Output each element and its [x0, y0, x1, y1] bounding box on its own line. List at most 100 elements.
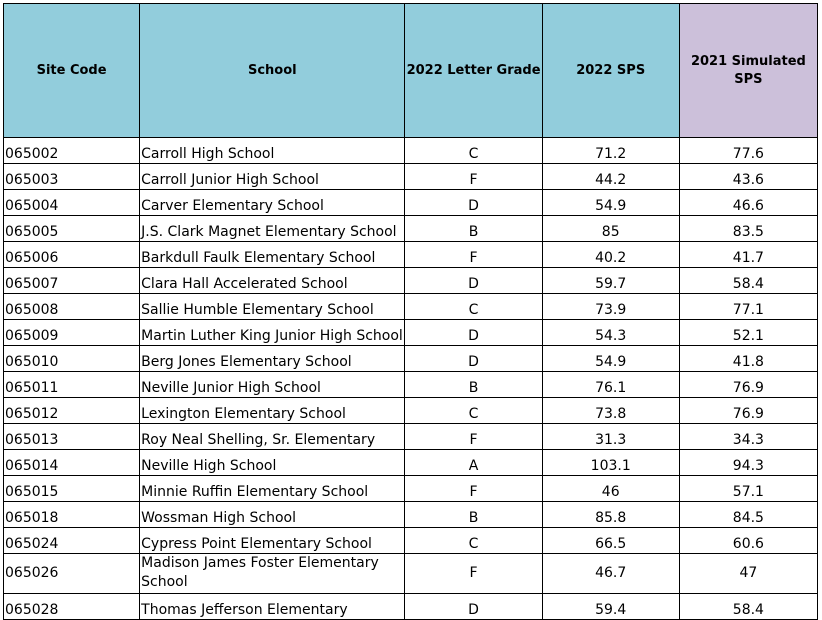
letter-grade-cell: F [404, 423, 543, 450]
letter-grade-cell: F [404, 553, 543, 594]
school-name-cell: Carroll Junior High School [139, 163, 406, 190]
table-row: 065005 J.S. Clark Magnet Elementary Schoo… [2, 215, 819, 242]
site-code-cell: 065007 [2, 267, 141, 294]
table-row: 065024 Cypress Point Elementary School C 66… [2, 527, 819, 554]
sps-2021-cell: 46.6 [678, 189, 819, 216]
sps-2022-cell: 59.4 [541, 593, 680, 620]
school-name-cell: Roy Neal Shelling, Sr. Elementary [139, 423, 406, 450]
table-row: 065028 Thomas Jefferson Elementary D 59.4 58… [2, 593, 819, 620]
letter-grade-cell: C [404, 293, 543, 320]
letter-grade-cell: D [404, 345, 543, 372]
sps-2022-cell: 73.8 [541, 397, 680, 424]
sps-2022-cell: 85 [541, 215, 680, 242]
sps-2021-cell: 83.5 [678, 215, 819, 242]
sps-2022-cell: 46 [541, 475, 680, 502]
table-row: 065007 Clara Hall Accelerated School D 59.7… [2, 267, 819, 294]
sps-2021-cell: 77.6 [678, 137, 819, 164]
letter-grade-cell: D [404, 189, 543, 216]
letter-grade-cell: F [404, 475, 543, 502]
school-name-cell: Neville Junior High School [139, 371, 406, 398]
site-code-cell: 065026 [2, 553, 141, 594]
sps-2022-cell: 66.5 [541, 527, 680, 554]
letter-grade-cell: D [404, 267, 543, 294]
table-row: 065011 Neville Junior High School B 76.1 76.… [2, 371, 819, 398]
site-code-cell: 065003 [2, 163, 141, 190]
sps-2022-cell: 54.9 [541, 189, 680, 216]
letter-grade-cell: F [404, 241, 543, 268]
sps-2022-cell: 73.9 [541, 293, 680, 320]
school-name-cell: Thomas Jefferson Elementary [139, 593, 406, 620]
school-performance-table: Site Code School 2022 Letter Grade 2022 … [2, 3, 819, 620]
site-code-cell: 065011 [2, 371, 141, 398]
letter-grade-cell: D [404, 319, 543, 346]
sps-2022-cell: 59.7 [541, 267, 680, 294]
letter-grade-cell: A [404, 449, 543, 476]
school-name-cell: Cypress Point Elementary School [139, 527, 406, 554]
site-code-cell: 065008 [2, 293, 141, 320]
sps-2021-cell: 41.7 [678, 241, 819, 268]
table-row: 065014 Neville High School A 103.1 94.3 [2, 449, 819, 476]
site-code-cell: 065028 [2, 593, 141, 620]
table-row: 065012 Lexington Elementary School C 73.8 76… [2, 397, 819, 424]
table-row: 065026 Madison James Foster Elementary Sc… [2, 553, 819, 594]
sps-2022-cell: 76.1 [541, 371, 680, 398]
site-code-cell: 065009 [2, 319, 141, 346]
sps-2021-cell: 76.9 [678, 371, 819, 398]
sps-2022-cell: 71.2 [541, 137, 680, 164]
sps-2022-cell: 54.3 [541, 319, 680, 346]
site-code-cell: 065015 [2, 475, 141, 502]
letter-grade-cell: F [404, 163, 543, 190]
site-code-cell: 065002 [2, 137, 141, 164]
sps-2021-cell: 43.6 [678, 163, 819, 190]
site-code-cell: 065013 [2, 423, 141, 450]
letter-grade-cell: B [404, 501, 543, 528]
site-code-cell: 065005 [2, 215, 141, 242]
table-row: 065013 Roy Neal Shelling, Sr. Elementary F… [2, 423, 819, 450]
school-name-cell: Barkdull Faulk Elementary School [139, 241, 406, 268]
sps-2021-cell: 58.4 [678, 593, 819, 620]
sps-2022-cell: 46.7 [541, 553, 680, 594]
site-code-cell: 065014 [2, 449, 141, 476]
header-sps-2021-simulated: 2021 Simulated SPS [678, 3, 819, 138]
header-school: School [139, 3, 406, 138]
letter-grade-cell: B [404, 371, 543, 398]
header-row: Site Code School 2022 Letter Grade 2022 … [2, 3, 819, 138]
sps-2021-cell: 34.3 [678, 423, 819, 450]
sps-2022-cell: 40.2 [541, 241, 680, 268]
school-name-cell: Lexington Elementary School [139, 397, 406, 424]
site-code-cell: 065004 [2, 189, 141, 216]
school-name-cell: Carver Elementary School [139, 189, 406, 216]
school-name-cell: Martin Luther King Junior High School [139, 319, 406, 346]
site-code-cell: 065024 [2, 527, 141, 554]
site-code-cell: 065006 [2, 241, 141, 268]
letter-grade-cell: B [404, 215, 543, 242]
sps-2022-cell: 54.9 [541, 345, 680, 372]
header-sps-2022: 2022 SPS [541, 3, 680, 138]
school-name-cell: Sallie Humble Elementary School [139, 293, 406, 320]
table-row: 065008 Sallie Humble Elementary School C 73… [2, 293, 819, 320]
sps-2021-cell: 41.8 [678, 345, 819, 372]
table-row: 065015 Minnie Ruffin Elementary School F 46… [2, 475, 819, 502]
school-name-cell: Clara Hall Accelerated School [139, 267, 406, 294]
sps-2022-cell: 103.1 [541, 449, 680, 476]
letter-grade-cell: D [404, 593, 543, 620]
sps-2021-cell: 77.1 [678, 293, 819, 320]
sps-2022-cell: 85.8 [541, 501, 680, 528]
sps-2022-cell: 31.3 [541, 423, 680, 450]
school-name-cell: Berg Jones Elementary School [139, 345, 406, 372]
school-name-cell: Neville High School [139, 449, 406, 476]
table-row: 065009 Martin Luther King Junior High Sch… [2, 319, 819, 346]
site-code-cell: 065018 [2, 501, 141, 528]
header-letter-grade: 2022 Letter Grade [404, 3, 543, 138]
table-row: 065003 Carroll Junior High School F 44.2 43.… [2, 163, 819, 190]
school-name-cell: Madison James Foster Elementary School [139, 553, 406, 594]
sps-2021-cell: 52.1 [678, 319, 819, 346]
table-row: 065002 Carroll High School C 71.2 77.6 [2, 137, 819, 164]
table-body: 065002 Carroll High School C 71.2 77.6 065003… [2, 137, 819, 620]
sps-2021-cell: 60.6 [678, 527, 819, 554]
table-row: 065010 Berg Jones Elementary School D 54.9 4… [2, 345, 819, 372]
table-row: 065004 Carver Elementary School D 54.9 46.6 [2, 189, 819, 216]
sps-2021-cell: 76.9 [678, 397, 819, 424]
site-code-cell: 065012 [2, 397, 141, 424]
sps-2021-cell: 57.1 [678, 475, 819, 502]
